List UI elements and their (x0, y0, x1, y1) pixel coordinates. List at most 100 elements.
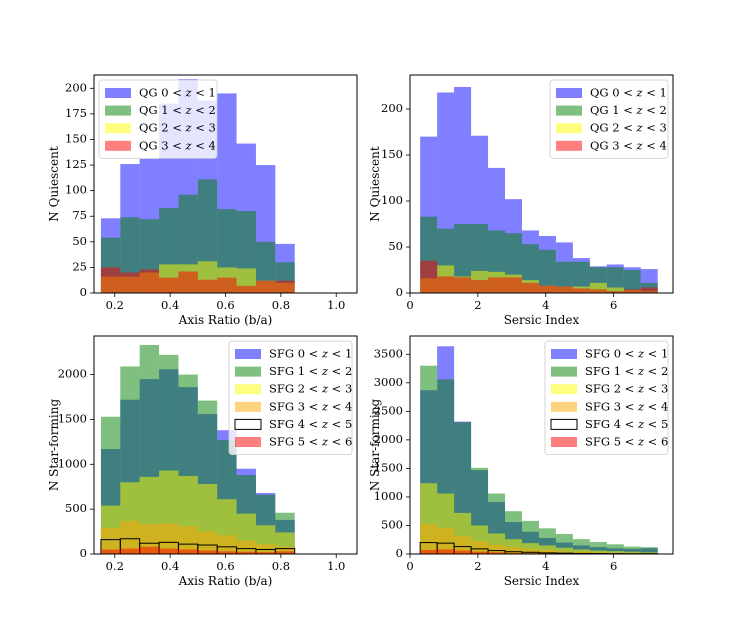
legend-swatch (235, 401, 261, 412)
y-tick-label: 100 (381, 193, 403, 207)
bar (236, 540, 256, 554)
bar (236, 551, 256, 554)
legend-swatch (551, 384, 577, 395)
y-tick-label: 1500 (58, 411, 87, 425)
x-tick-label: 0.8 (272, 298, 290, 312)
bars-top-right (420, 86, 658, 293)
legend-swatch (235, 437, 261, 447)
bar (100, 267, 121, 293)
x-tick-label: 0.2 (106, 298, 124, 312)
legend-frame (98, 79, 218, 159)
x-tick-label: 0.6 (216, 298, 234, 312)
axes-frame (409, 74, 674, 294)
bar (589, 542, 607, 554)
legend-swatch (556, 105, 582, 116)
bar (505, 547, 522, 554)
bar (437, 549, 455, 554)
bar (572, 261, 590, 293)
bar (120, 272, 140, 293)
legend-label: QG 3 < z < 4 (590, 138, 667, 152)
bar (236, 285, 256, 293)
panel-top-left: 0.2 0.4 0.6 0.8 1.0 0 25 50 75 100 125 150 175 200 Axi… (47, 74, 358, 327)
bar (606, 287, 624, 293)
legend-label: SFG 4 < z < 5 (585, 417, 668, 431)
bar (178, 271, 198, 293)
legend: SFG 0 < z < 1 SFG 1 < z < 2 SFG 2 < z < 3 S… (228, 340, 353, 455)
y-tick-label: 500 (381, 517, 403, 531)
x-tick-label: 1.0 (327, 559, 345, 573)
legend-swatch (105, 123, 131, 134)
bars-bottom-right (419, 346, 659, 554)
x-axis-label: Axis Ratio (b/a) (178, 574, 273, 588)
bar (538, 249, 556, 293)
y-tick-label: 1000 (374, 489, 403, 503)
bar (521, 548, 539, 554)
x-axis-label: Sersic Index (504, 313, 580, 327)
bar (120, 520, 140, 554)
legend: QG 0 < z < 1 QG 1 < z < 2 QG 2 < z < 3 QG 3… (98, 79, 218, 159)
y-tick-label: 200 (381, 101, 403, 115)
legend-swatch (556, 88, 582, 98)
x-tick-label: 0 (406, 559, 413, 573)
y-tick-label: 1500 (374, 460, 403, 474)
y-tick-label: 0 (80, 285, 87, 299)
bar (623, 546, 641, 554)
y-tick-label: 0 (396, 546, 403, 560)
legend-swatch (556, 140, 582, 151)
bar (139, 546, 160, 554)
y-tick-label: 50 (72, 234, 87, 248)
legend-label: QG 0 < z < 1 (590, 86, 667, 100)
bar (555, 551, 573, 554)
y-tick-label: 2000 (58, 367, 87, 381)
legend-swatch (105, 140, 131, 151)
legend-swatch (551, 366, 577, 377)
bar (275, 546, 295, 554)
x-tick-label: 0.4 (161, 298, 179, 312)
bar (437, 276, 455, 293)
bar (640, 287, 658, 293)
bar (488, 277, 506, 293)
bar (454, 550, 472, 554)
bar (217, 277, 237, 293)
bar (178, 526, 198, 554)
bars-top-left (100, 79, 295, 293)
legend-label: SFG 1 < z < 2 (585, 364, 668, 378)
bar (275, 551, 295, 554)
bar (100, 527, 121, 554)
legend: SFG 0 < z < 1 SFG 1 < z < 2 SFG 2 < z < 3 S… (544, 340, 669, 455)
x-tick-label: 0.2 (106, 559, 124, 573)
legend-swatch (551, 349, 577, 359)
legend-label: QG 2 < z < 3 (139, 121, 216, 135)
series-sfg-3-z-4 (100, 520, 295, 554)
x-tick-label: 1.0 (327, 298, 345, 312)
legend-swatch (551, 401, 577, 412)
bar (521, 282, 539, 293)
legend-label: SFG 2 < z < 3 (585, 382, 668, 396)
legend-swatch (105, 88, 131, 98)
bar (100, 549, 121, 554)
bar (471, 551, 489, 554)
x-tick-label: 4 (542, 298, 549, 312)
y-tick-label: 2500 (374, 403, 403, 417)
x-tick-label: 0.8 (272, 559, 290, 573)
bar (606, 267, 624, 293)
legend-label: SFG 0 < z < 1 (585, 347, 668, 361)
bar (159, 523, 179, 554)
x-axis-label: Sersic Index (504, 574, 580, 588)
bar (521, 543, 539, 554)
bar (623, 289, 641, 293)
legend: QG 0 < z < 1 QG 1 < z < 2 QG 2 < z < 3 QG 3… (549, 79, 669, 159)
bar (159, 277, 179, 293)
y-tick-label: 0 (396, 285, 403, 299)
bar (606, 291, 624, 293)
y-tick-label: 500 (65, 501, 87, 515)
bar (555, 261, 573, 293)
y-tick-label: 175 (65, 106, 87, 120)
bar (589, 282, 607, 293)
y-tick-label: 25 (72, 259, 87, 273)
bar (197, 550, 218, 554)
series-sfg-3-z-4 (420, 524, 658, 554)
legend-label: SFG 5 < z < 6 (269, 435, 352, 449)
bar (589, 289, 607, 293)
y-tick-label: 50 (388, 239, 403, 253)
